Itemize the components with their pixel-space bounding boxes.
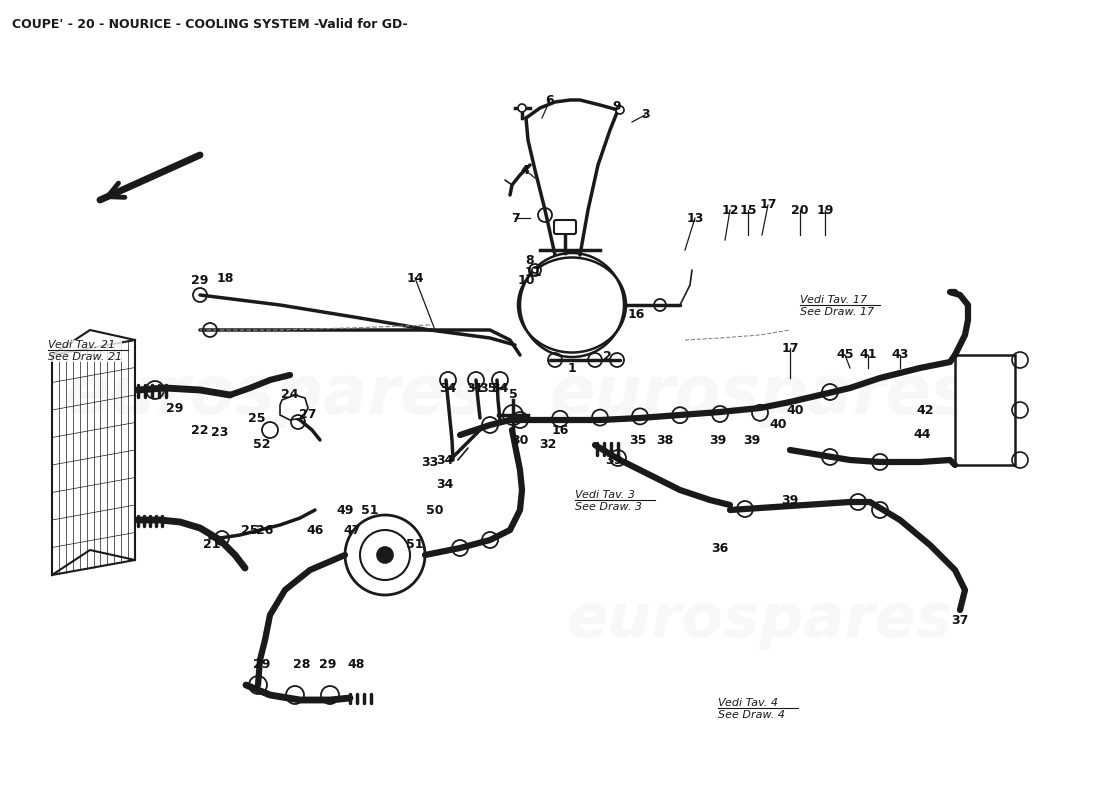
Text: 34: 34 <box>437 454 453 466</box>
Polygon shape <box>280 395 308 420</box>
Text: 33: 33 <box>421 455 439 469</box>
Text: 40: 40 <box>786 403 804 417</box>
Text: 7: 7 <box>510 211 519 225</box>
Text: 45: 45 <box>836 349 854 362</box>
Text: Vedi Tav. 21
See Draw. 21: Vedi Tav. 21 See Draw. 21 <box>48 340 122 362</box>
Text: 23: 23 <box>211 426 229 438</box>
Text: 42: 42 <box>916 403 934 417</box>
Text: 24: 24 <box>282 389 299 402</box>
Text: eurospares: eurospares <box>64 362 486 428</box>
Text: 49: 49 <box>337 503 354 517</box>
Text: 41: 41 <box>859 349 877 362</box>
Text: 25: 25 <box>249 411 266 425</box>
Text: 16: 16 <box>627 309 645 322</box>
FancyBboxPatch shape <box>554 220 576 234</box>
Text: 35: 35 <box>629 434 647 446</box>
Text: 38: 38 <box>657 434 673 446</box>
Text: 37: 37 <box>952 614 969 626</box>
Circle shape <box>377 547 393 563</box>
Text: 2: 2 <box>603 350 612 363</box>
Text: 17: 17 <box>781 342 799 354</box>
Text: 11: 11 <box>525 266 541 278</box>
Text: 25: 25 <box>241 523 258 537</box>
Text: 44: 44 <box>913 429 931 442</box>
Text: 46: 46 <box>306 523 323 537</box>
Text: 35: 35 <box>480 382 497 394</box>
Circle shape <box>518 104 526 112</box>
Text: 39: 39 <box>781 494 799 506</box>
Text: Vedi Tav. 4
See Draw. 4: Vedi Tav. 4 See Draw. 4 <box>718 698 785 720</box>
Text: 39: 39 <box>605 454 623 466</box>
Text: 15: 15 <box>739 203 757 217</box>
Text: 27: 27 <box>299 409 317 422</box>
Text: 52: 52 <box>253 438 271 451</box>
Circle shape <box>616 106 624 114</box>
Text: 29: 29 <box>191 274 209 286</box>
Text: Vedi Tav. 17
See Draw. 17: Vedi Tav. 17 See Draw. 17 <box>800 295 874 317</box>
Text: 29: 29 <box>319 658 337 671</box>
Text: 19: 19 <box>816 203 834 217</box>
Text: 40: 40 <box>769 418 786 431</box>
Bar <box>955 355 1015 465</box>
Text: 16: 16 <box>551 423 569 437</box>
Text: 48: 48 <box>348 658 365 671</box>
Text: 17: 17 <box>759 198 777 211</box>
Text: 1: 1 <box>568 362 576 374</box>
Text: 4: 4 <box>520 163 529 177</box>
Text: 8: 8 <box>526 254 535 266</box>
Text: 51: 51 <box>406 538 424 551</box>
Text: COUPE' - 20 - NOURICE - COOLING SYSTEM -Valid for GD-: COUPE' - 20 - NOURICE - COOLING SYSTEM -… <box>12 18 408 31</box>
Text: 31: 31 <box>466 382 484 394</box>
Text: 5: 5 <box>508 389 517 402</box>
Text: 30: 30 <box>512 434 529 446</box>
Text: 20: 20 <box>791 203 808 217</box>
Text: 26: 26 <box>256 523 274 537</box>
Circle shape <box>532 267 538 273</box>
Text: 39: 39 <box>710 434 727 446</box>
Text: 10: 10 <box>517 274 535 286</box>
Text: 47: 47 <box>343 523 361 537</box>
Text: 29: 29 <box>166 402 184 414</box>
Text: 22: 22 <box>191 423 209 437</box>
Text: 28: 28 <box>294 658 310 671</box>
Text: 32: 32 <box>539 438 557 451</box>
Text: Vedi Tav. 3
See Draw. 3: Vedi Tav. 3 See Draw. 3 <box>575 490 642 512</box>
Text: 51: 51 <box>361 503 378 517</box>
Text: 34: 34 <box>439 382 456 394</box>
Text: eurospares: eurospares <box>549 362 970 428</box>
Text: 9: 9 <box>613 101 621 114</box>
Text: eurospares: eurospares <box>566 590 954 650</box>
Text: 36: 36 <box>712 542 728 554</box>
Text: 3: 3 <box>640 109 649 122</box>
Text: 29: 29 <box>253 658 271 671</box>
Text: 39: 39 <box>744 434 760 446</box>
Text: 50: 50 <box>427 503 443 517</box>
Text: 6: 6 <box>546 94 554 106</box>
Text: 34: 34 <box>492 382 508 394</box>
Text: 14: 14 <box>406 271 424 285</box>
Text: 13: 13 <box>686 211 704 225</box>
Text: 34: 34 <box>437 478 453 491</box>
Text: 21: 21 <box>204 538 221 551</box>
Text: 18: 18 <box>217 271 233 285</box>
Text: 12: 12 <box>722 203 739 217</box>
Text: 43: 43 <box>891 349 909 362</box>
